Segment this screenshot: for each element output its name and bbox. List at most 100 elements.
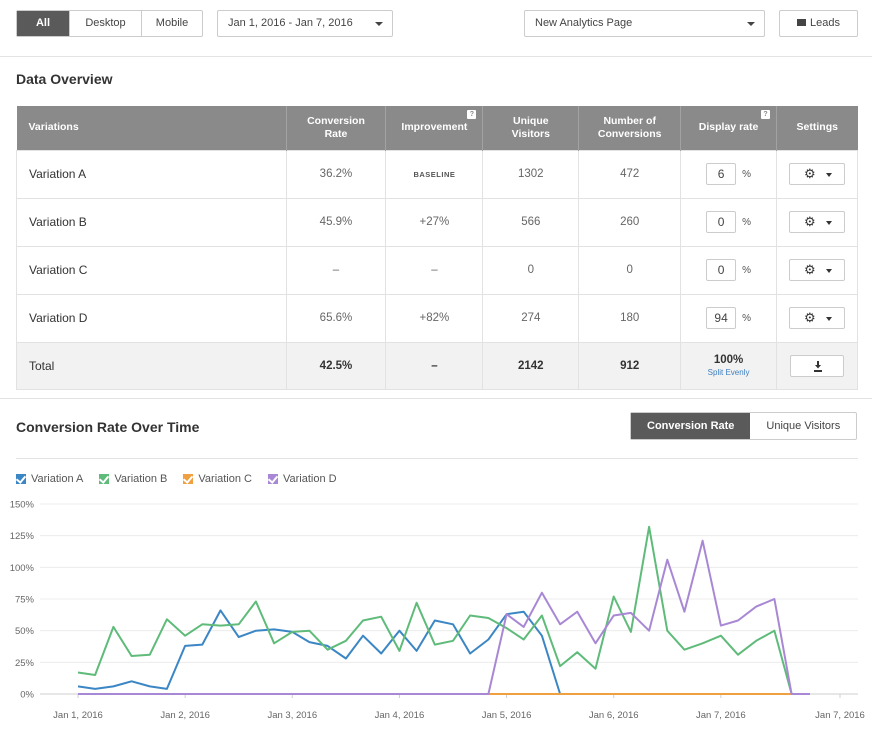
download-button[interactable]	[790, 354, 844, 377]
x-tick-label: Jan 4, 2016	[375, 710, 425, 721]
variation-name: Variation B	[16, 197, 287, 247]
series-line-variation-a	[77, 609, 810, 695]
settings-button[interactable]: ⚙	[789, 211, 845, 233]
page-select-value: New Analytics Page	[535, 17, 633, 29]
display-rate-input[interactable]: 6	[706, 163, 737, 185]
legend-label: Variation A	[31, 473, 84, 485]
tab-unique-visitors[interactable]: Unique Visitors	[766, 420, 841, 432]
total-display-rate-value: 100%	[713, 354, 744, 366]
percent-label: %	[742, 168, 752, 180]
series-line-variation-d	[78, 539, 810, 695]
percent-label: %	[742, 264, 752, 276]
checkbox-icon	[183, 474, 194, 484]
tab-conversion-rate[interactable]: Conversion Rate	[631, 413, 751, 439]
date-range-select[interactable]: Jan 1, 2016 - Jan 7, 2016	[217, 10, 393, 37]
header-variations: Variations	[16, 106, 287, 150]
device-tab-desktop[interactable]: Desktop	[70, 11, 142, 36]
chevron-down-icon	[747, 22, 755, 26]
improvement-cell: +82%	[385, 293, 484, 343]
date-range-value: Jan 1, 2016 - Jan 7, 2016	[228, 17, 353, 29]
page-select[interactable]: New Analytics Page	[524, 10, 765, 37]
display-rate-input[interactable]: 0	[706, 211, 737, 233]
table-row: Variation B 45.9% +27% 566 260 0% ⚙	[16, 197, 858, 247]
data-overview-title: Data Overview	[16, 71, 113, 87]
table-header-row: Variations Conversion Rate Improvement? U…	[16, 106, 858, 150]
x-tick-label: Jan 5, 2016	[482, 710, 532, 721]
conversion-rate-cell: 65.6%	[285, 293, 387, 343]
device-tab-mobile[interactable]: Mobile	[155, 17, 189, 29]
gear-icon: ⚙	[804, 262, 816, 277]
settings-button[interactable]: ⚙	[789, 307, 845, 329]
leads-button[interactable]: Leads	[779, 10, 858, 37]
checkbox-icon	[268, 474, 278, 484]
total-conversions: 912	[578, 341, 682, 390]
checkbox-icon	[16, 474, 26, 484]
y-tick-label: 100%	[10, 563, 35, 574]
conversions-cell: 0	[578, 245, 682, 295]
percent-label: %	[742, 216, 752, 228]
table-row: Variation A 36.2% BASELINE 1302 472 6% ⚙	[16, 149, 858, 199]
legend-item-variation-a[interactable]: Variation A	[16, 472, 83, 486]
envelope-icon	[797, 18, 806, 26]
y-tick-label: 25%	[15, 658, 35, 669]
y-tick-label: 75%	[15, 595, 35, 606]
header-display-rate: Display rate?	[680, 106, 777, 150]
toolbar: All Desktop Mobile Jan 1, 2016 - Jan 7, …	[0, 0, 872, 52]
divider	[0, 398, 872, 399]
checkbox-icon	[99, 474, 110, 484]
chevron-down-icon	[826, 317, 832, 321]
y-tick-label: 50%	[15, 626, 35, 637]
header-improvement: Improvement?	[385, 106, 484, 150]
display-rate-input[interactable]: 0	[706, 259, 737, 281]
settings-cell: ⚙	[776, 293, 858, 343]
total-conversion-rate: 42.5%	[285, 341, 387, 390]
improvement-cell: +27%	[385, 197, 484, 247]
chevron-down-icon	[826, 173, 832, 177]
conversions-cell: 180	[578, 293, 682, 343]
gear-icon: ⚙	[804, 214, 816, 229]
settings-button[interactable]: ⚙	[789, 259, 845, 281]
display-rate-cell: 94%	[680, 293, 777, 343]
help-icon[interactable]: ?	[761, 110, 770, 119]
header-unique-visitors: Unique Visitors	[482, 106, 580, 150]
x-tick-label: Jan 2, 2016	[160, 710, 210, 721]
visitors-cell: 0	[482, 245, 580, 295]
y-tick-label: 125%	[10, 531, 35, 542]
visitors-cell: 274	[482, 293, 580, 343]
x-tick-label: Jan 6, 2016	[589, 710, 639, 721]
legend-item-variation-b[interactable]: Variation B	[99, 472, 167, 486]
variation-name: Variation D	[16, 293, 287, 343]
download-icon	[814, 360, 822, 372]
conversions-cell: 260	[578, 197, 682, 247]
variation-name: Variation A	[16, 149, 287, 199]
conversion-rate-cell: 45.9%	[285, 197, 387, 247]
split-evenly-link[interactable]: Split Evenly	[707, 368, 750, 377]
total-improvement: –	[385, 341, 484, 390]
display-rate-input[interactable]: 94	[706, 307, 737, 329]
legend-item-variation-d[interactable]: Variation D	[268, 472, 337, 486]
x-tick-label: Jan 7, 2016	[815, 710, 865, 721]
settings-button[interactable]: ⚙	[789, 163, 845, 185]
divider	[0, 56, 872, 57]
variation-name: Variation C	[16, 245, 287, 295]
conversion-rate-chart: 0% 25% 50% 75% 100% 125% 150% Jan 1, 2016 Jan 2,…	[10, 500, 865, 722]
legend-item-variation-c[interactable]: Variation C	[183, 472, 252, 486]
display-rate-cell: 6%	[680, 149, 777, 199]
legend-label: Variation B	[114, 473, 168, 485]
chevron-down-icon	[826, 221, 832, 225]
total-visitors: 2142	[482, 341, 580, 390]
device-segment: All Desktop Mobile	[16, 10, 203, 37]
percent-label: %	[742, 312, 752, 324]
settings-cell: ⚙	[776, 197, 858, 247]
help-icon[interactable]: ?	[467, 110, 477, 119]
x-tick-label: Jan 3, 2016	[267, 710, 317, 721]
chart-section-title: Conversion Rate Over Time	[16, 419, 200, 435]
table-total-row: Total 42.5% – 2142 912 100% Split Evenly	[16, 341, 858, 390]
legend-label: Variation C	[198, 473, 252, 485]
header-settings: Settings	[776, 106, 858, 150]
conversions-cell: 472	[578, 149, 682, 199]
leads-label: Leads	[810, 17, 840, 29]
device-tab-all[interactable]: All	[17, 11, 70, 36]
divider	[16, 458, 858, 459]
settings-cell: ⚙	[776, 245, 858, 295]
